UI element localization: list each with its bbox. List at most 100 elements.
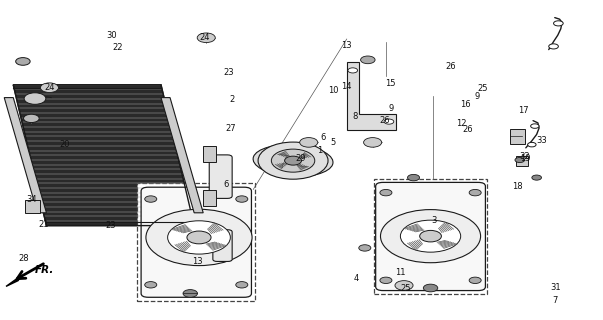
Text: 14: 14 <box>341 82 352 91</box>
Polygon shape <box>297 164 309 170</box>
Text: 17: 17 <box>518 106 529 115</box>
Text: 12: 12 <box>456 119 467 128</box>
Text: 23: 23 <box>224 68 235 77</box>
Circle shape <box>348 68 358 73</box>
Text: 3: 3 <box>432 216 437 225</box>
Bar <box>203 146 216 162</box>
Text: 1: 1 <box>317 146 322 155</box>
Text: 9: 9 <box>475 92 480 100</box>
Circle shape <box>528 142 536 147</box>
Text: 24: 24 <box>44 83 55 92</box>
Text: FR.: FR. <box>35 265 54 275</box>
Circle shape <box>532 175 541 180</box>
Circle shape <box>380 277 392 284</box>
Circle shape <box>258 142 328 179</box>
Text: 24: 24 <box>200 33 210 42</box>
Text: 34: 34 <box>26 195 37 204</box>
Circle shape <box>236 282 248 288</box>
Bar <box>374 179 487 294</box>
Circle shape <box>423 284 438 292</box>
Polygon shape <box>6 275 22 286</box>
Text: 30: 30 <box>106 31 117 40</box>
Text: 33: 33 <box>536 136 547 145</box>
Circle shape <box>145 196 157 202</box>
Text: 13: 13 <box>341 41 352 50</box>
Circle shape <box>187 231 211 244</box>
Text: 22: 22 <box>112 43 123 52</box>
Circle shape <box>359 245 371 251</box>
Circle shape <box>146 209 252 266</box>
Text: 18: 18 <box>512 182 523 191</box>
FancyBboxPatch shape <box>376 182 485 291</box>
Circle shape <box>145 282 157 288</box>
Circle shape <box>183 290 197 297</box>
Polygon shape <box>277 151 289 157</box>
Text: 28: 28 <box>19 254 30 263</box>
Circle shape <box>400 220 461 252</box>
Circle shape <box>40 83 58 92</box>
Polygon shape <box>347 62 396 130</box>
Circle shape <box>300 138 318 147</box>
Polygon shape <box>4 98 46 213</box>
Circle shape <box>16 58 30 65</box>
Text: 20: 20 <box>60 140 71 149</box>
Polygon shape <box>13 85 194 226</box>
Text: 4: 4 <box>353 274 358 283</box>
Circle shape <box>380 189 392 196</box>
Circle shape <box>554 21 563 26</box>
Bar <box>516 156 528 166</box>
Text: 26: 26 <box>379 116 390 124</box>
Text: 21: 21 <box>39 220 49 229</box>
Polygon shape <box>161 98 203 213</box>
Text: 29: 29 <box>295 154 306 163</box>
Circle shape <box>24 93 46 104</box>
Circle shape <box>395 281 413 290</box>
Text: 23: 23 <box>105 221 116 230</box>
FancyBboxPatch shape <box>213 230 232 261</box>
Bar <box>137 183 255 301</box>
Text: 19: 19 <box>520 154 531 163</box>
Text: 31: 31 <box>551 284 561 292</box>
Text: 25: 25 <box>400 284 411 293</box>
Text: 26: 26 <box>446 62 456 71</box>
Circle shape <box>168 221 230 254</box>
Text: 6: 6 <box>320 133 325 142</box>
Circle shape <box>236 196 248 202</box>
Text: 15: 15 <box>385 79 396 88</box>
Circle shape <box>271 149 315 172</box>
Circle shape <box>285 156 302 165</box>
Circle shape <box>531 124 539 128</box>
Bar <box>510 129 525 144</box>
Text: 13: 13 <box>192 257 203 266</box>
Text: 6: 6 <box>224 180 229 188</box>
Text: 16: 16 <box>460 100 471 109</box>
Circle shape <box>549 44 558 49</box>
Circle shape <box>420 230 441 242</box>
Text: 8: 8 <box>352 112 357 121</box>
Text: 5: 5 <box>331 138 336 147</box>
Text: 7: 7 <box>552 296 557 305</box>
Text: 26: 26 <box>462 125 473 134</box>
Text: 9: 9 <box>388 104 393 113</box>
Circle shape <box>24 114 39 123</box>
Circle shape <box>515 157 525 163</box>
Circle shape <box>384 119 394 124</box>
FancyBboxPatch shape <box>141 187 251 297</box>
Circle shape <box>197 33 215 43</box>
Polygon shape <box>299 152 311 159</box>
Polygon shape <box>275 163 287 169</box>
Text: 10: 10 <box>327 86 338 95</box>
Bar <box>203 190 216 206</box>
Bar <box>25 200 40 213</box>
Circle shape <box>361 56 375 64</box>
Text: 2: 2 <box>230 95 235 104</box>
Text: 11: 11 <box>395 268 406 277</box>
FancyBboxPatch shape <box>209 155 232 198</box>
Circle shape <box>380 210 481 263</box>
Circle shape <box>408 174 420 181</box>
Circle shape <box>469 277 481 284</box>
Ellipse shape <box>253 145 333 177</box>
Circle shape <box>469 189 481 196</box>
Text: 27: 27 <box>225 124 236 132</box>
Text: 32: 32 <box>519 152 530 161</box>
